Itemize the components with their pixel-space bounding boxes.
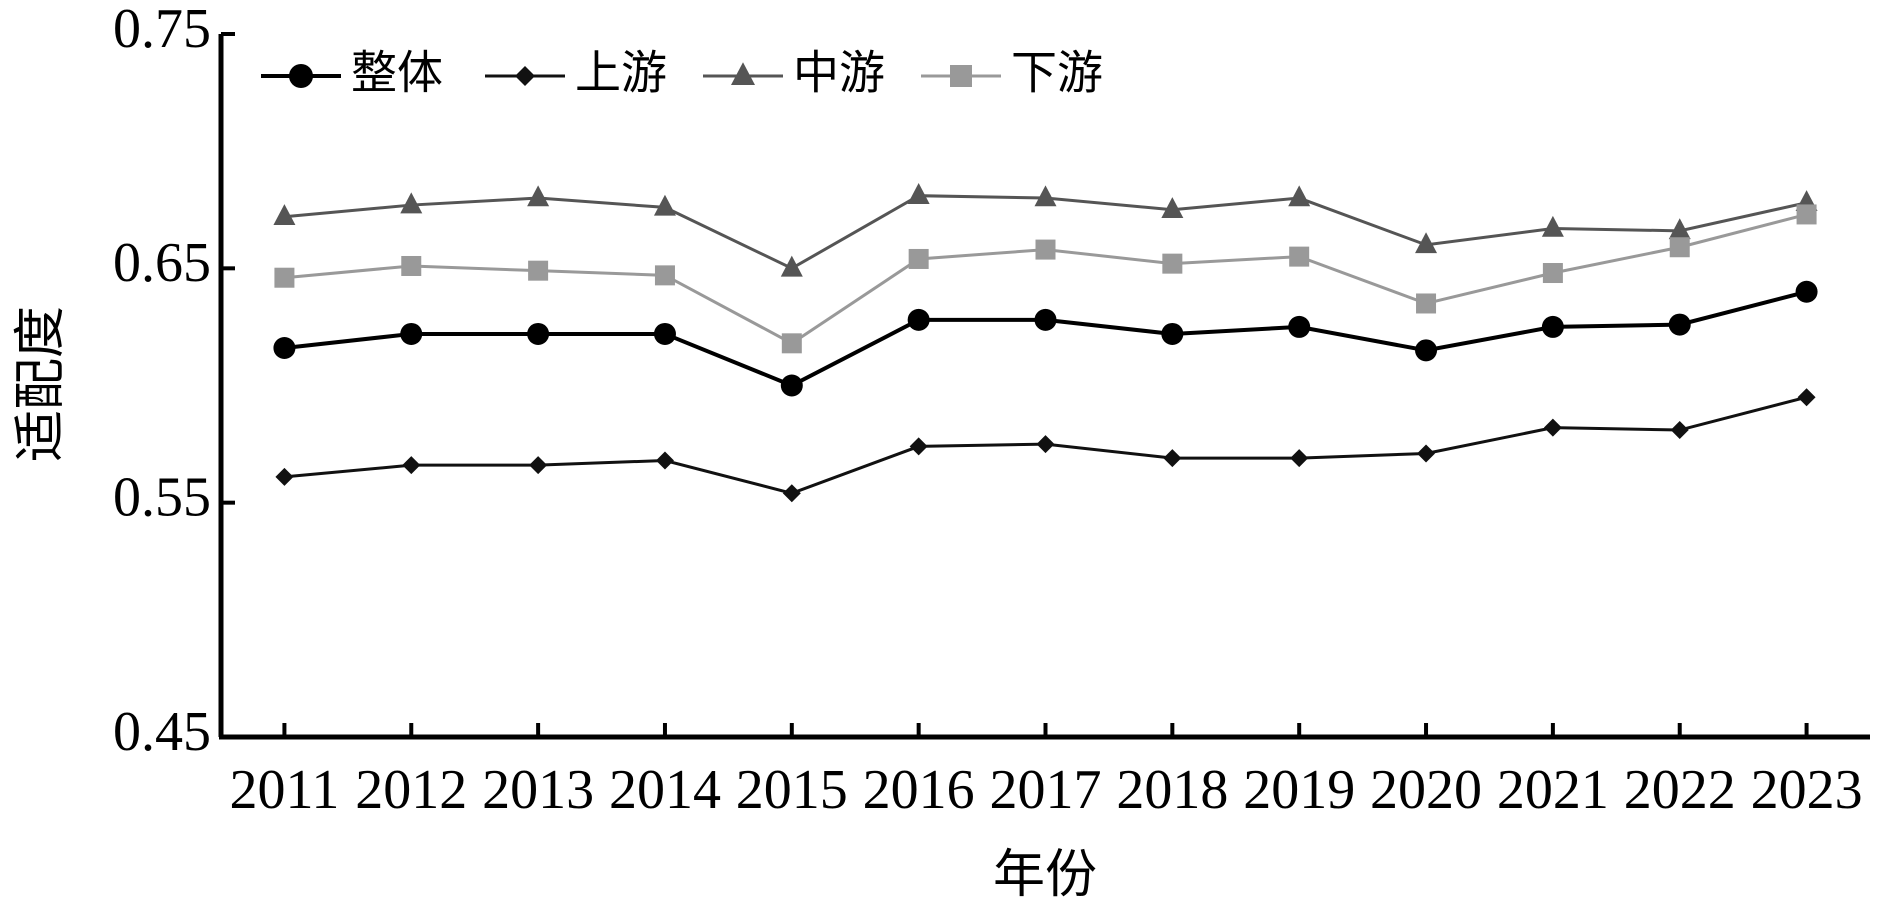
legend-label: 整体 bbox=[351, 46, 443, 100]
series-marker bbox=[1542, 263, 1563, 284]
series-marker bbox=[274, 267, 295, 288]
x-tick-label: 2019 bbox=[1243, 759, 1355, 821]
legend-marker bbox=[731, 62, 755, 85]
series-marker bbox=[527, 185, 550, 207]
x-tick-label: 2011 bbox=[229, 759, 339, 821]
x-tick-label: 2013 bbox=[482, 759, 594, 821]
series-marker bbox=[1288, 185, 1311, 207]
series-marker bbox=[1290, 449, 1309, 468]
series-marker bbox=[1541, 315, 1564, 338]
series-marker bbox=[1796, 204, 1817, 225]
x-tick-label: 2015 bbox=[736, 759, 848, 821]
x-tick-label: 2023 bbox=[1751, 759, 1863, 821]
series-marker bbox=[908, 248, 929, 269]
y-axis-title: 适配度 bbox=[11, 306, 71, 462]
series-marker bbox=[907, 183, 930, 204]
series-marker bbox=[1669, 237, 1690, 258]
series-marker bbox=[1797, 388, 1816, 407]
legend-marker bbox=[289, 64, 313, 88]
series-marker bbox=[1035, 239, 1056, 260]
x-tick-label: 2016 bbox=[863, 759, 975, 821]
series-marker bbox=[1161, 322, 1184, 345]
series-marker bbox=[1162, 253, 1183, 274]
series-marker bbox=[527, 322, 550, 345]
legend-marker bbox=[515, 66, 535, 86]
series-marker bbox=[400, 192, 423, 214]
series-marker bbox=[1670, 421, 1689, 440]
series-marker bbox=[1034, 185, 1057, 207]
series-marker bbox=[907, 308, 930, 331]
series-marker bbox=[1034, 308, 1057, 331]
legend-label: 上游 bbox=[575, 46, 667, 100]
series-marker bbox=[1036, 435, 1055, 454]
series-marker bbox=[1416, 293, 1437, 314]
series-marker bbox=[653, 322, 676, 345]
x-tick-label: 2018 bbox=[1116, 759, 1228, 821]
y-tick-label: 0.65 bbox=[113, 232, 211, 294]
series-marker bbox=[528, 260, 549, 281]
series-marker bbox=[402, 456, 421, 475]
x-tick-label: 2014 bbox=[609, 759, 721, 821]
y-tick-label: 0.75 bbox=[113, 0, 211, 60]
series-marker bbox=[655, 451, 674, 470]
series-marker bbox=[654, 265, 675, 286]
legend-marker bbox=[950, 65, 972, 87]
series-marker bbox=[780, 255, 803, 277]
series-marker bbox=[1543, 418, 1562, 437]
series-marker bbox=[780, 374, 803, 397]
legend-label: 中游 bbox=[793, 46, 885, 100]
series-line bbox=[284, 289, 1808, 388]
series-marker bbox=[653, 194, 676, 216]
series-marker bbox=[1415, 232, 1438, 254]
series-marker bbox=[781, 333, 802, 354]
x-axis-title: 年份 bbox=[993, 845, 1097, 905]
series-marker bbox=[1163, 449, 1182, 468]
series-marker bbox=[273, 204, 296, 226]
series-marker bbox=[782, 484, 801, 503]
x-tick-label: 2022 bbox=[1624, 759, 1736, 821]
series-marker bbox=[401, 255, 422, 276]
x-tick-label: 2012 bbox=[355, 759, 467, 821]
series-marker bbox=[1415, 339, 1438, 362]
series-marker bbox=[1417, 444, 1436, 463]
series-marker bbox=[1289, 246, 1310, 267]
x-tick-label: 2020 bbox=[1370, 759, 1482, 821]
y-tick-label: 0.45 bbox=[113, 701, 211, 763]
series-marker bbox=[1541, 215, 1564, 237]
series-marker bbox=[909, 437, 928, 456]
series-marker bbox=[1668, 313, 1691, 336]
series-marker bbox=[273, 337, 296, 360]
series-marker bbox=[1795, 280, 1818, 303]
series-marker bbox=[1288, 315, 1311, 338]
x-tick-label: 2021 bbox=[1497, 759, 1609, 821]
series-marker bbox=[1668, 218, 1691, 240]
x-tick-label: 2017 bbox=[990, 759, 1102, 821]
series-marker bbox=[400, 322, 423, 345]
legend-label: 下游 bbox=[1011, 46, 1103, 100]
series-marker bbox=[1161, 197, 1184, 218]
y-tick-label: 0.55 bbox=[113, 467, 211, 529]
series-marker bbox=[275, 467, 294, 486]
series-marker bbox=[529, 456, 548, 475]
